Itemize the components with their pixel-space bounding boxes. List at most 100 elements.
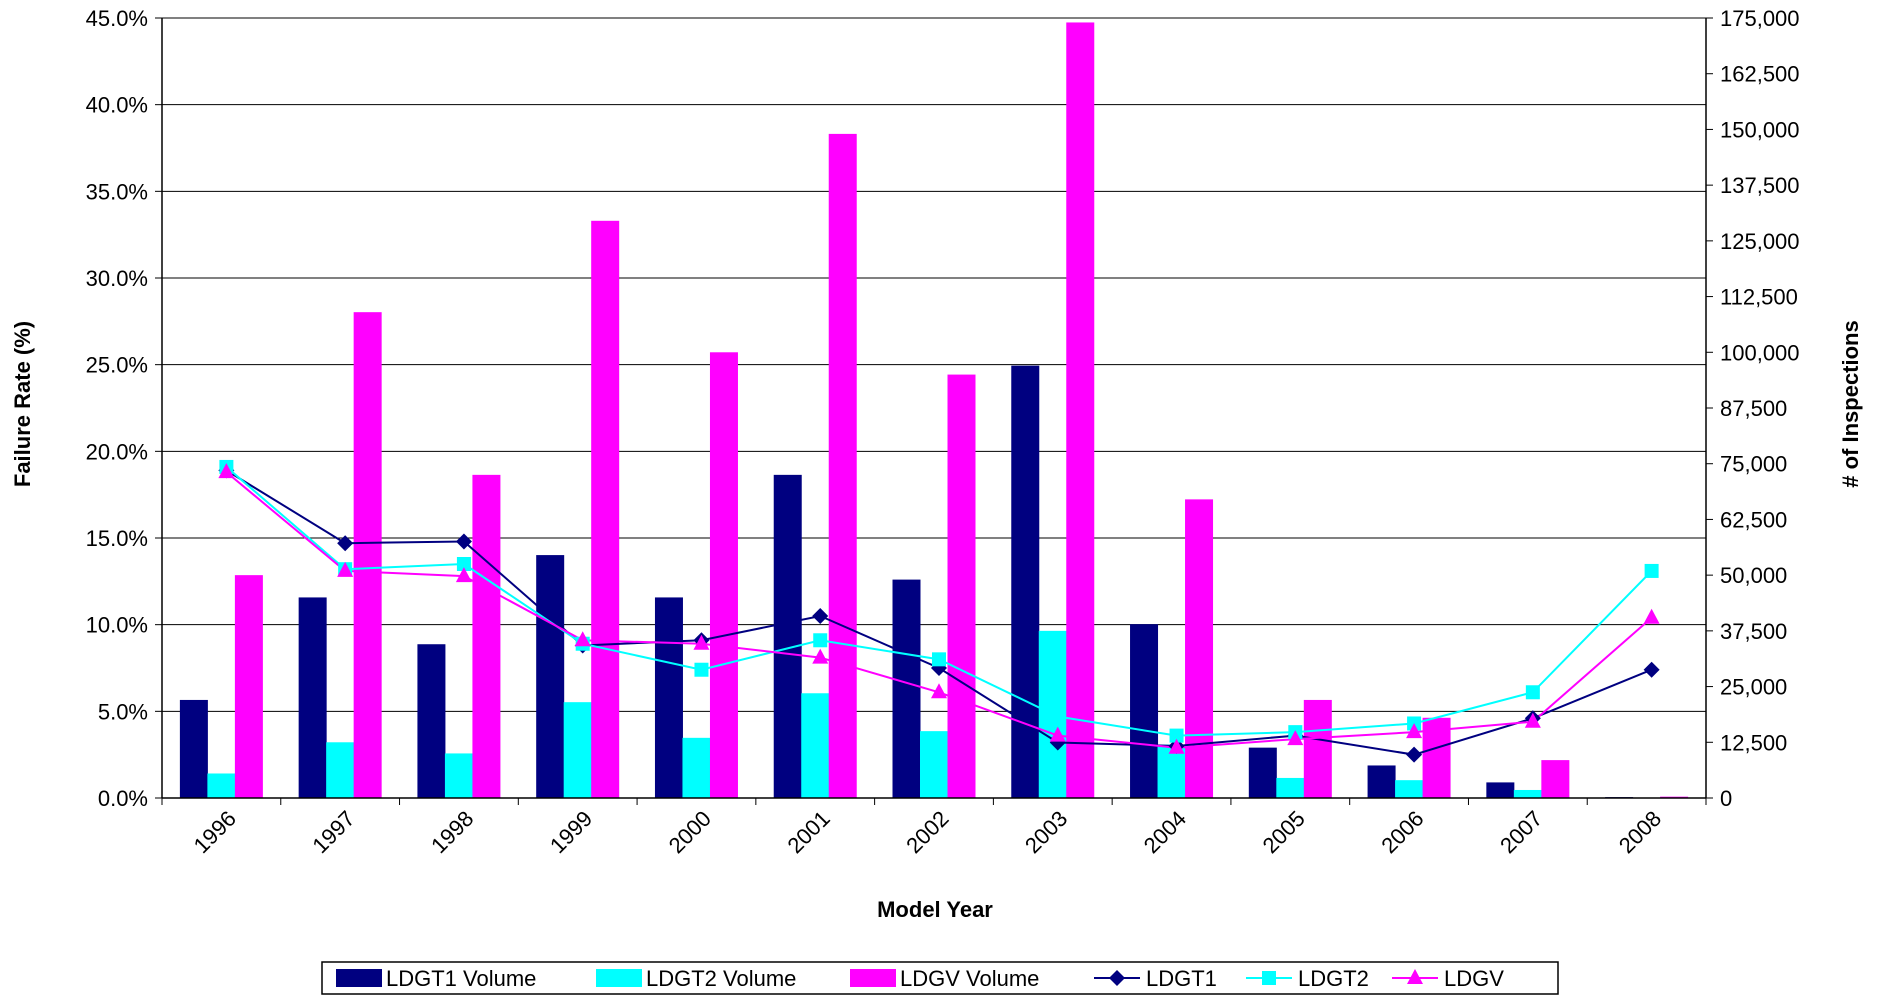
right-tick-label: 100,000 (1720, 340, 1800, 365)
bar (1541, 760, 1570, 798)
bar (654, 597, 683, 798)
bar (353, 312, 382, 798)
bar (1066, 22, 1095, 798)
bar (682, 737, 711, 798)
bar (179, 699, 208, 798)
line-point (931, 683, 947, 699)
bar (207, 773, 236, 798)
line-point (1524, 712, 1541, 728)
line-point (1643, 608, 1660, 624)
left-axis-title: Failure Rate (%) (10, 321, 35, 487)
bar (1276, 777, 1305, 798)
line-point (693, 634, 710, 650)
line-point (574, 631, 591, 647)
x-tick-label: 2008 (1614, 806, 1666, 858)
legend-label: LDGV Volume (900, 966, 1039, 991)
left-tick-label: 40.0% (86, 93, 148, 118)
left-tick-label: 0.0% (98, 786, 148, 811)
legend-label: LDGV (1444, 966, 1504, 991)
right-tick-label: 112,500 (1720, 285, 1798, 310)
line-point (1109, 970, 1125, 986)
line-point (1050, 709, 1065, 724)
right-tick-label: 150,000 (1720, 117, 1800, 142)
right-tick-label: 87,500 (1720, 396, 1787, 421)
line-point (1643, 661, 1660, 678)
x-tick-label: 2005 (1258, 806, 1310, 858)
bar (472, 474, 501, 798)
right-tick-label: 0 (1720, 786, 1732, 811)
bar (1011, 365, 1040, 798)
line-point (1406, 723, 1423, 739)
right-tick-label: 125,000 (1720, 229, 1800, 254)
line-point (1406, 746, 1423, 763)
bar-series-group (179, 22, 1689, 799)
line-point (337, 561, 354, 577)
bar (536, 555, 565, 798)
right-axis-ticks: 0 12,500 25,000 37,500 50,000 62,500 75,000 87,… (1706, 6, 1800, 811)
right-axis-title: # of Inspections (1838, 320, 1863, 487)
line-point (812, 608, 829, 624)
line-point (455, 533, 472, 550)
right-tick-label: 37,500 (1720, 619, 1787, 644)
legend-swatch (596, 969, 642, 987)
bar (947, 374, 976, 798)
x-tick-label: 2007 (1495, 806, 1547, 858)
left-tick-label: 35.0% (86, 179, 148, 204)
bar (326, 742, 355, 798)
bar (298, 597, 327, 798)
x-tick-label: 2003 (1020, 806, 1072, 858)
left-axis-ticks: 0.0% 5.0% 10.0% 15.0% 20.0% 25.0% 30.0% 35.0% 40… (86, 6, 162, 811)
line-point (1262, 971, 1276, 985)
line-point (932, 652, 946, 667)
x-tick-label: 2006 (1376, 806, 1428, 858)
legend-box (321, 961, 1559, 995)
bar (773, 474, 802, 798)
left-tick-label: 15.0% (86, 526, 148, 551)
left-tick-label: 20.0% (86, 439, 148, 464)
x-tick-label: 2001 (782, 806, 834, 858)
right-tick-label: 75,000 (1720, 452, 1787, 477)
x-tick-label: 2004 (1139, 806, 1191, 858)
line-point (456, 557, 471, 571)
right-tick-label: 12,500 (1720, 730, 1787, 755)
right-tick-label: 62,500 (1720, 507, 1787, 532)
bar (234, 575, 263, 798)
legend-swatch (850, 969, 896, 987)
line-point (218, 463, 235, 479)
bar (1185, 499, 1214, 798)
left-tick-label: 30.0% (86, 266, 148, 291)
x-tick-label: 1998 (426, 806, 478, 858)
bar (920, 731, 948, 798)
bar (417, 644, 446, 798)
line-point (1287, 730, 1304, 746)
line-point (1049, 726, 1066, 742)
right-tick-label: 175,000 (1720, 6, 1800, 31)
right-tick-label: 50,000 (1720, 563, 1787, 588)
x-tick-label: 2000 (664, 806, 716, 858)
x-tick-label: 1999 (545, 806, 597, 858)
bar (1130, 624, 1159, 798)
bar (892, 579, 921, 798)
x-tick-label: 2002 (901, 806, 953, 858)
line-point (694, 662, 709, 677)
gridlines (162, 17, 1706, 712)
bar (1248, 747, 1277, 798)
right-tick-label: 137,500 (1720, 173, 1800, 198)
line-point (1525, 685, 1540, 700)
bar (591, 220, 620, 799)
left-tick-label: 25.0% (86, 353, 148, 378)
line-point (337, 535, 354, 552)
right-tick-label: 162,500 (1720, 62, 1800, 87)
legend-swatch (336, 969, 382, 987)
left-tick-label: 5.0% (98, 699, 148, 724)
right-tick-label: 25,000 (1720, 675, 1787, 700)
bar (1367, 765, 1396, 798)
legend-label: LDGT1 (1146, 966, 1217, 991)
axes (161, 18, 1707, 799)
bar (444, 753, 473, 798)
bar (1513, 789, 1542, 798)
bar (801, 693, 830, 798)
x-axis-title: Model Year (877, 897, 993, 922)
bar (709, 352, 738, 798)
